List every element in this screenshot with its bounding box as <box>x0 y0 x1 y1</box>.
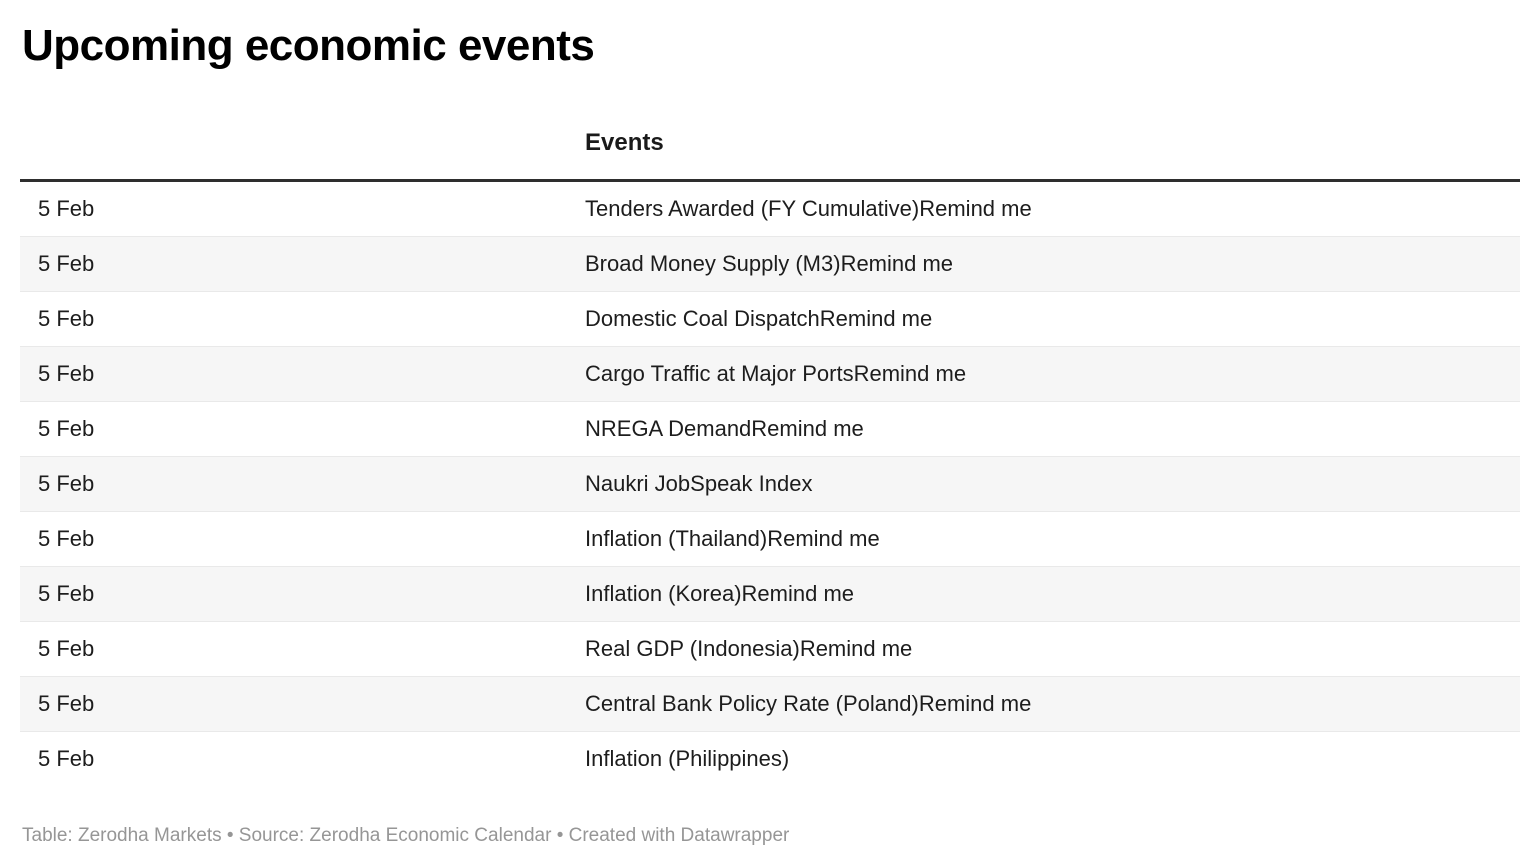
remind-me-link[interactable]: Remind me <box>741 581 855 606</box>
remind-me-link[interactable]: Remind me <box>819 306 933 331</box>
table-header-row: Events <box>20 72 1520 182</box>
credit-line: Table: Zerodha Markets • Source: Zerodha… <box>22 825 790 846</box>
table-row: 5 Feb Real GDP (Indonesia)Remind me <box>20 621 1520 676</box>
event-label: Cargo Traffic at Major Ports <box>585 361 854 386</box>
date-cell: 5 Feb <box>38 526 95 551</box>
remind-me-link[interactable]: Remind me <box>767 526 880 551</box>
event-cell: NREGA DemandRemind me <box>567 415 1520 443</box>
column-header-date <box>20 128 567 158</box>
event-cell: Tenders Awarded (FY Cumulative)Remind me <box>567 195 1520 223</box>
event-label: Inflation (Thailand) <box>585 526 768 551</box>
event-cell: Cargo Traffic at Major PortsRemind me <box>567 360 1520 388</box>
date-cell: 5 Feb <box>38 691 95 716</box>
remind-me-link[interactable]: Remind me <box>919 196 1032 221</box>
event-label: Tenders Awarded (FY Cumulative) <box>585 196 920 221</box>
date-cell: 5 Feb <box>38 581 95 606</box>
table-row: 5 Feb Broad Money Supply (M3)Remind me <box>20 236 1520 291</box>
date-cell: 5 Feb <box>38 251 95 276</box>
remind-me-link[interactable]: Remind me <box>853 361 967 386</box>
event-label: Naukri JobSpeak Index <box>585 471 813 496</box>
remind-me-link[interactable]: Remind me <box>840 251 954 276</box>
event-label: Broad Money Supply (M3) <box>585 251 841 276</box>
date-cell: 5 Feb <box>38 746 95 771</box>
event-label: Domestic Coal Dispatch <box>585 306 820 331</box>
table-row: 5 Feb Cargo Traffic at Major PortsRemind … <box>20 346 1520 401</box>
date-cell: 5 Feb <box>38 306 95 331</box>
date-cell: 5 Feb <box>38 471 95 496</box>
table-row: 5 Feb Inflation (Thailand)Remind me <box>20 511 1520 566</box>
table-row: 5 Feb Inflation (Philippines) <box>20 731 1520 786</box>
remind-me-link[interactable]: Remind me <box>918 691 1032 716</box>
event-cell: Central Bank Policy Rate (Poland)Remind … <box>567 690 1520 718</box>
event-cell: Domestic Coal DispatchRemind me <box>567 305 1520 333</box>
event-cell: Real GDP (Indonesia)Remind me <box>567 635 1520 663</box>
event-cell: Inflation (Korea)Remind me <box>567 580 1520 608</box>
date-cell: 5 Feb <box>38 196 95 221</box>
event-label: Inflation (Korea) <box>585 581 742 606</box>
remind-me-link[interactable]: Remind me <box>799 636 913 661</box>
event-label: Real GDP (Indonesia) <box>585 636 800 661</box>
event-label: Central Bank Policy Rate (Poland) <box>585 691 919 716</box>
table-row: 5 Feb NREGA DemandRemind me <box>20 401 1520 456</box>
table-row: 5 Feb Domestic Coal DispatchRemind me <box>20 291 1520 346</box>
table-row: 5 Feb Tenders Awarded (FY Cumulative)Remi… <box>20 182 1520 236</box>
table-row: 5 Feb Central Bank Policy Rate (Poland)Re… <box>20 676 1520 731</box>
date-cell: 5 Feb <box>38 361 95 386</box>
event-cell: Inflation (Philippines) <box>567 745 1520 773</box>
column-header-events: Events <box>585 129 664 156</box>
table-body: 5 Feb Tenders Awarded (FY Cumulative)Remi… <box>20 182 1520 786</box>
event-label: Inflation (Philippines) <box>585 746 790 771</box>
table-row: 5 Feb Naukri JobSpeak Index <box>20 456 1520 511</box>
table-row: 5 Feb Inflation (Korea)Remind me <box>20 566 1520 621</box>
remind-me-link[interactable]: Remind me <box>751 416 864 441</box>
events-table: Events 5 Feb Tenders Awarded (FY Cumulati… <box>20 72 1520 786</box>
date-cell: 5 Feb <box>38 416 95 441</box>
date-cell: 5 Feb <box>38 636 95 661</box>
event-cell: Naukri JobSpeak Index <box>567 470 1520 498</box>
page-title: Upcoming economic events <box>22 21 595 70</box>
event-cell: Broad Money Supply (M3)Remind me <box>567 250 1520 278</box>
event-cell: Inflation (Thailand)Remind me <box>567 525 1520 553</box>
event-label: NREGA Demand <box>585 416 752 441</box>
